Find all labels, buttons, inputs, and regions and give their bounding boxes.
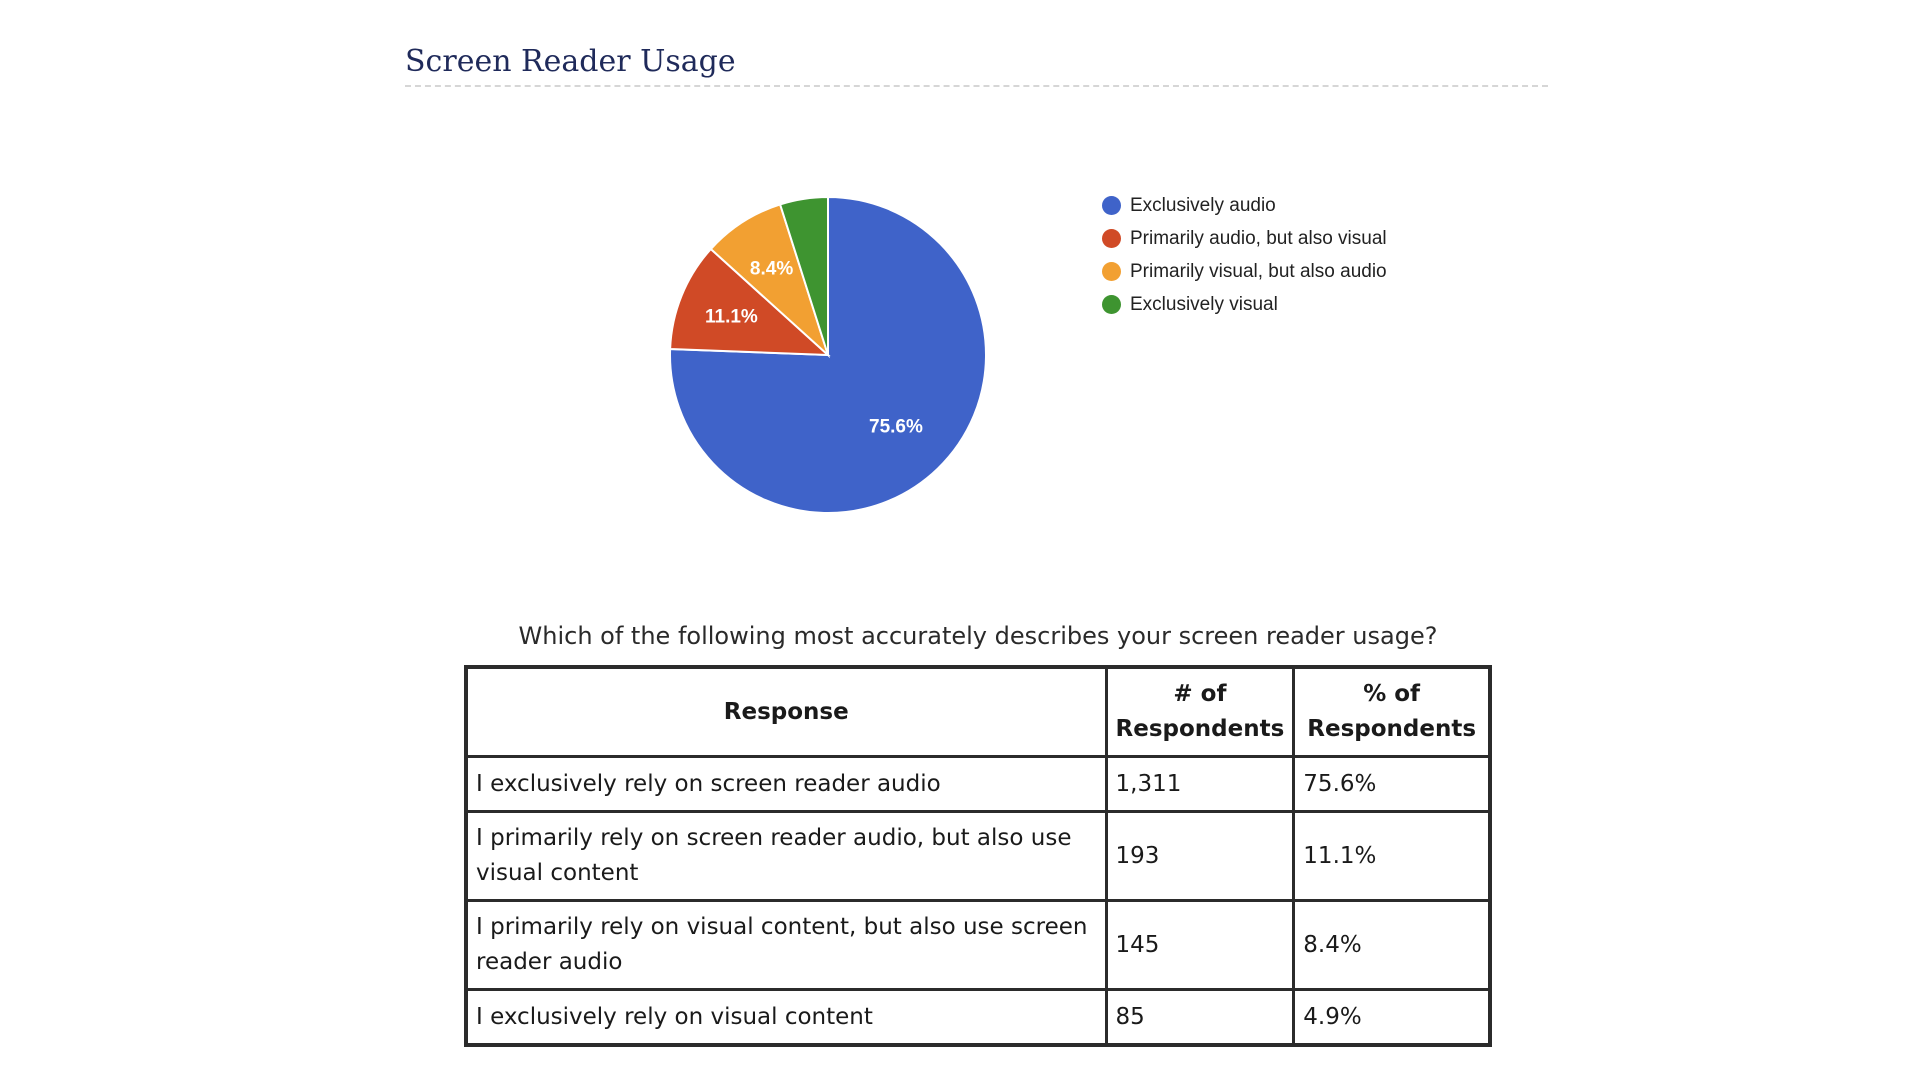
cell-response: I primarily rely on screen reader audio,… bbox=[464, 810, 1108, 902]
cell-count: 145 bbox=[1104, 899, 1296, 991]
cell-count: 1,311 bbox=[1104, 755, 1296, 813]
legend-label: Primarily audio, but also visual bbox=[1130, 228, 1387, 249]
table-row: I primarily rely on screen reader audio,… bbox=[464, 810, 1492, 902]
table-header-row: Response # of Respondents % of Responden… bbox=[464, 665, 1492, 758]
slice-label-primarily-visual: 8.4% bbox=[750, 258, 793, 279]
legend-swatch bbox=[1102, 295, 1121, 314]
header-percent: % of Respondents bbox=[1292, 665, 1492, 758]
legend-label: Exclusively visual bbox=[1130, 294, 1278, 315]
legend-label: Exclusively audio bbox=[1130, 195, 1276, 216]
cell-percent: 75.6% bbox=[1292, 755, 1492, 813]
cell-percent: 11.1% bbox=[1292, 810, 1492, 902]
header-response: Response bbox=[464, 665, 1108, 758]
cell-response: I exclusively rely on screen reader audi… bbox=[464, 755, 1108, 813]
legend-label: Primarily visual, but also audio bbox=[1130, 261, 1387, 282]
slice-label-exclusively-audio: 75.6% bbox=[869, 417, 923, 438]
legend-item-primarily-audio: Primarily audio, but also visual bbox=[1100, 225, 1400, 252]
slice-label-primarily-audio: 11.1% bbox=[705, 307, 758, 328]
responses-table: Response # of Respondents % of Responden… bbox=[464, 665, 1492, 1047]
legend-item-primarily-visual: Primarily visual, but also audio bbox=[1100, 258, 1400, 285]
pie-slice-primarily-audio bbox=[669, 247, 831, 357]
cell-percent: 8.4% bbox=[1292, 899, 1492, 991]
header-count: # of Respondents bbox=[1104, 665, 1296, 758]
cell-count: 85 bbox=[1104, 988, 1296, 1047]
cell-response: I primarily rely on visual content, but … bbox=[464, 899, 1108, 991]
legend-swatch bbox=[1102, 229, 1121, 248]
legend-swatch bbox=[1102, 196, 1121, 215]
cell-count: 193 bbox=[1104, 810, 1296, 902]
table-row: I exclusively rely on visual content 85 … bbox=[464, 988, 1492, 1047]
cell-response: I exclusively rely on visual content bbox=[464, 988, 1108, 1047]
table-row: I exclusively rely on screen reader audi… bbox=[464, 755, 1492, 813]
chart-legend: Exclusively audio Primarily audio, but a… bbox=[1100, 192, 1400, 324]
table-row: I primarily rely on visual content, but … bbox=[464, 899, 1492, 991]
pie-chart: 75.6% 11.1% 8.4% bbox=[669, 195, 987, 514]
legend-item-exclusively-visual: Exclusively visual bbox=[1100, 291, 1400, 318]
legend-item-exclusively-audio: Exclusively audio bbox=[1100, 192, 1400, 219]
section-title: Screen Reader Usage bbox=[405, 44, 736, 79]
pie-slice-exclusively-visual bbox=[778, 195, 829, 356]
cell-percent: 4.9% bbox=[1292, 988, 1492, 1047]
title-divider bbox=[405, 85, 1548, 87]
legend-swatch bbox=[1102, 262, 1121, 281]
table-caption: Which of the following most accurately d… bbox=[518, 622, 1438, 650]
